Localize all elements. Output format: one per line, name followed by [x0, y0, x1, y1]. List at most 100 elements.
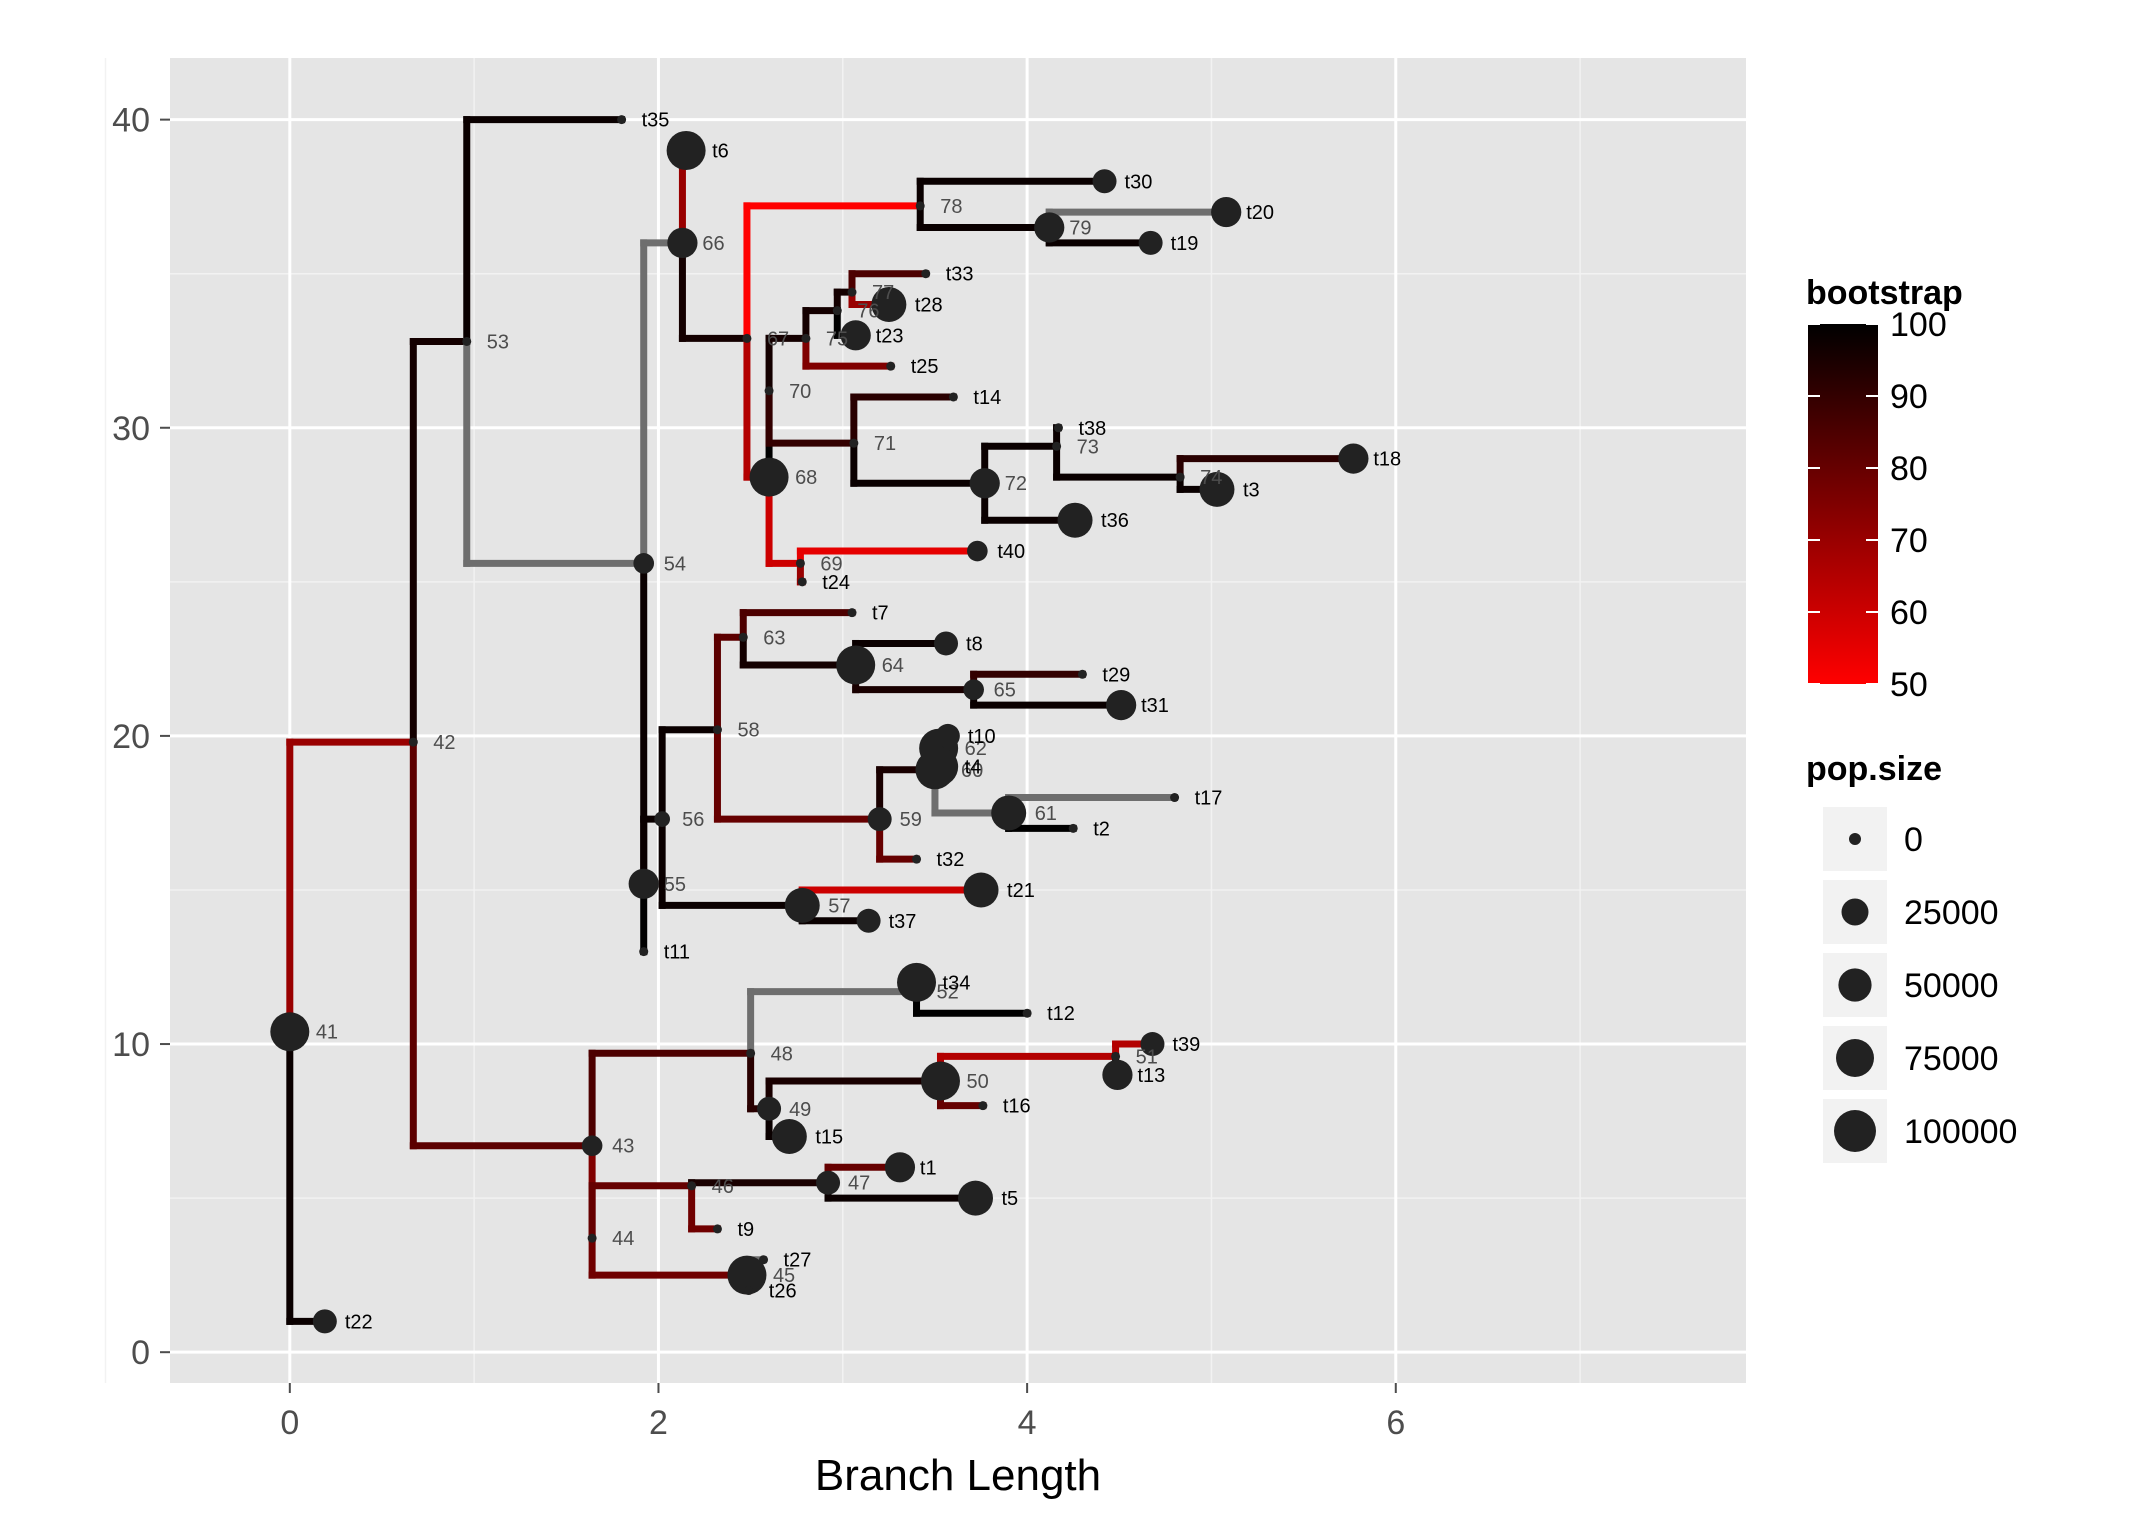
tip-label: t35: [642, 110, 670, 132]
node-point: [991, 795, 1027, 831]
y-tick-label: 0: [131, 1334, 150, 1372]
node-point: [897, 962, 937, 1002]
x-tick-label: 0: [280, 1404, 299, 1442]
node-point: [1138, 230, 1163, 255]
x-tick-label: 4: [1018, 1404, 1037, 1442]
tip-label: t21: [1007, 880, 1035, 902]
node-point: [832, 306, 842, 316]
tip-label: t28: [915, 295, 943, 317]
tip-label: t24: [822, 572, 850, 594]
node-point: [771, 1118, 807, 1154]
internal-node-label: 46: [712, 1176, 734, 1198]
internal-node-label: 78: [940, 196, 962, 218]
node-point: [784, 887, 820, 923]
node-point: [886, 361, 896, 371]
tip-label: t9: [737, 1219, 754, 1241]
tip-label: t10: [968, 726, 996, 748]
tip-label: t32: [937, 849, 965, 871]
tip-label: t6: [712, 140, 729, 162]
tip-label: t13: [1137, 1065, 1165, 1087]
node-point: [1022, 1008, 1032, 1018]
internal-node-label: 50: [966, 1071, 988, 1093]
node-point: [797, 577, 807, 587]
internal-node-label: 41: [316, 1022, 338, 1044]
node-point: [935, 723, 960, 748]
tip-label: t5: [1002, 1188, 1019, 1210]
internal-node-label: 63: [763, 627, 785, 649]
node-point: [654, 811, 671, 827]
node-point: [921, 269, 931, 279]
size-key-label: 25000: [1904, 894, 1999, 932]
internal-node-label: 79: [1069, 217, 1091, 239]
node-point: [738, 632, 748, 642]
y-tick-label: 20: [112, 718, 150, 756]
size-key-label: 0: [1904, 821, 1923, 859]
node-point: [759, 1255, 769, 1265]
tip-label: t20: [1246, 202, 1274, 224]
node-point: [712, 725, 722, 735]
internal-node-label: 55: [664, 874, 686, 896]
tip-label: t15: [815, 1126, 843, 1148]
size-key-point: [1841, 898, 1869, 926]
internal-node-label: 76: [857, 301, 879, 323]
node-point: [847, 287, 857, 297]
y-tick-label: 30: [112, 410, 150, 448]
node-point: [948, 392, 958, 402]
tip-label: t29: [1102, 664, 1130, 686]
node-point: [764, 386, 774, 396]
internal-node-label: 70: [789, 381, 811, 403]
internal-node-label: 72: [1005, 473, 1027, 495]
node-point: [871, 287, 907, 323]
x-tick-label: 6: [1386, 1404, 1405, 1442]
node-point: [617, 115, 627, 125]
size-key-label: 75000: [1904, 1040, 1999, 1078]
internal-node-label: 53: [487, 331, 509, 353]
node-point: [978, 1101, 988, 1111]
node-point: [408, 737, 418, 747]
node-points: [270, 115, 1369, 1334]
y-tick-label: 10: [112, 1026, 150, 1064]
colorbar-label: 50: [1890, 666, 1928, 704]
node-point: [712, 1224, 722, 1234]
node-point: [1052, 441, 1062, 451]
node-point: [958, 1180, 994, 1216]
node-point: [1034, 212, 1065, 243]
node-point: [856, 908, 881, 933]
node-point: [963, 872, 999, 908]
node-point: [1175, 472, 1185, 482]
internal-node-label: 49: [789, 1099, 811, 1121]
colorbar-label: 70: [1890, 522, 1928, 560]
node-point: [744, 1286, 754, 1296]
node-point: [270, 1012, 310, 1052]
node-point: [969, 468, 1000, 499]
node-point: [1068, 823, 1078, 833]
y-tick-label: 40: [112, 102, 150, 140]
internal-node-label: 71: [874, 433, 896, 455]
node-point: [920, 1061, 960, 1101]
node-point: [836, 645, 876, 685]
node-point: [666, 130, 706, 170]
tip-label: t11: [664, 942, 690, 964]
node-labels: 41 42 43 44 45 46 47 48 49 50 51 52 53 54 55 56 57 58 59 60…: [316, 110, 1401, 1334]
internal-node-label: 42: [433, 732, 455, 754]
node-point: [1111, 1051, 1121, 1061]
internal-node-label: 77: [872, 282, 894, 304]
node-point: [1338, 443, 1369, 474]
internal-node-label: 64: [882, 655, 904, 677]
internal-node-label: 57: [828, 895, 850, 917]
node-point: [1170, 793, 1180, 803]
node-point: [1053, 423, 1063, 433]
node-point: [1092, 169, 1117, 194]
tip-label: t38: [1078, 418, 1106, 440]
node-point: [727, 1255, 767, 1295]
node-point: [934, 631, 959, 656]
colorbar-label: 100: [1890, 306, 1947, 344]
internal-node-label: 61: [1035, 803, 1057, 825]
internal-node-label: 60: [961, 760, 983, 782]
tip-label: t36: [1101, 510, 1129, 532]
plot-panel: [170, 58, 1746, 1383]
tip-label: t1: [920, 1157, 937, 1179]
node-point: [746, 1048, 756, 1058]
bootstrap-legend-title: bootstrap: [1806, 274, 1963, 312]
